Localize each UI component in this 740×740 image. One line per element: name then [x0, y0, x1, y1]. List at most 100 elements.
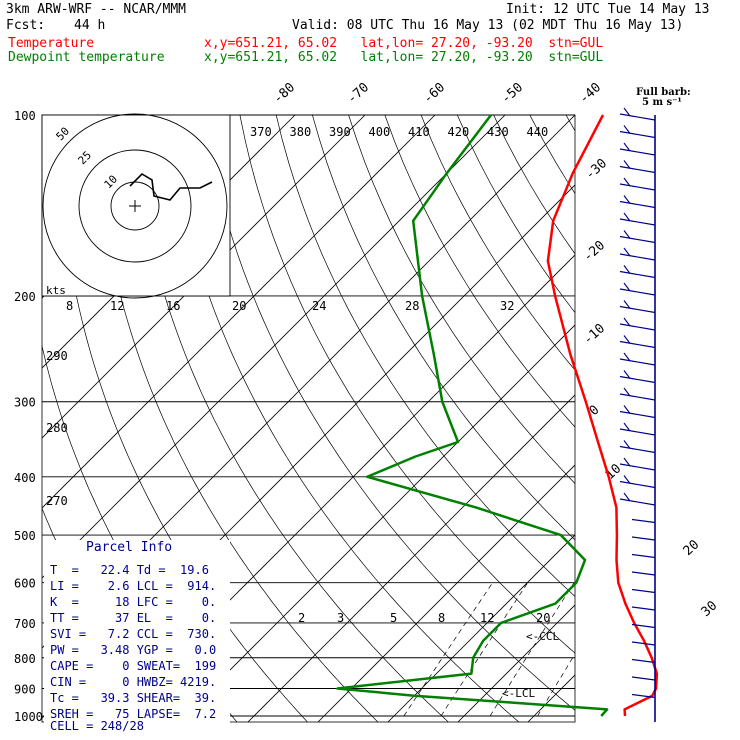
dewpoint-location: x,y=651.21, 65.02 lat,lon= 27.20, -93.20… — [204, 50, 604, 65]
dry-adiabat-line — [275, 115, 575, 597]
wind-barb — [623, 440, 631, 449]
dry-adiabat-line — [130, 115, 449, 722]
wind-barb — [623, 317, 631, 327]
wind-barb — [619, 218, 656, 226]
wind-barb — [619, 480, 656, 489]
dry-adiabat-line — [692, 88, 740, 729]
mixing-ratio-label: 12 — [480, 611, 494, 625]
wind-barb — [619, 253, 656, 261]
dry-adiabat-line — [167, 115, 520, 722]
isotherm-label: 30 — [699, 598, 721, 620]
theta-label: 430 — [487, 125, 509, 139]
hodograph-ring — [78, 149, 192, 263]
isotherm-label: -70 — [345, 80, 372, 107]
parcel-row: SVI = 7.2 CCL = 730. — [50, 627, 217, 641]
dry-adiabat-line — [312, 115, 575, 541]
mixing-ratio-label: 20 — [536, 611, 550, 625]
wind-barb — [619, 113, 656, 121]
isotherm-line — [591, 87, 740, 728]
isotherm-line — [247, 394, 575, 722]
wind-barb — [619, 165, 656, 174]
wind-barb — [623, 352, 631, 362]
mixing-ratio-line — [537, 653, 575, 717]
isotherm-line — [42, 115, 436, 509]
wind-barb — [619, 410, 656, 419]
mixing-ratio-label: 2 — [298, 611, 305, 625]
init-time: Init: 12 UTC Tue 14 May 13 — [506, 2, 710, 17]
theta-label: 390 — [329, 125, 351, 139]
valid-time: Valid: 08 UTC Thu 16 May 13 (02 MDT Thu … — [292, 18, 684, 33]
wind-barb — [623, 405, 631, 414]
parcel-row: PW = 3.48 YGP = 0.0 — [50, 643, 217, 657]
temperature-location: x,y=651.21, 65.02 lat,lon= 27.20, -93.20… — [204, 36, 604, 51]
wind-barb — [631, 588, 656, 594]
parcel-row: Tc = 39.3 SHEAR= 39. — [50, 691, 217, 705]
hodograph-trace — [129, 172, 213, 201]
isotherm-label: -80 — [271, 80, 298, 107]
theta-label: 420 — [448, 125, 470, 139]
parcel-row: T = 22.4 Td = 19.6 — [50, 563, 209, 577]
forecast-label: Fcst: — [6, 18, 46, 33]
dry-adiabat-line — [493, 115, 575, 255]
wind-barb — [619, 148, 656, 156]
mixing-ratio-label: 5 — [390, 611, 397, 625]
wind-barb — [631, 658, 656, 664]
wind-barb — [623, 370, 631, 379]
mixing-ratio-label: 3 — [337, 611, 344, 625]
wind-barb — [619, 463, 656, 471]
wind-barb — [619, 288, 656, 296]
wind-barb — [623, 160, 631, 169]
wind-barb — [631, 553, 656, 559]
parcel-row: TT = 37 EL = 0. — [50, 611, 217, 625]
pressure-label: 900 — [14, 682, 36, 696]
wind-barb — [623, 125, 631, 134]
mixing-ratio-line — [489, 582, 575, 717]
wind-barb — [631, 518, 656, 524]
wind-barb — [631, 623, 656, 629]
pressure-label: 600 — [14, 577, 36, 591]
pressure-label: 700 — [14, 617, 36, 631]
dry-adiabat-line — [727, 88, 740, 729]
dry-adiabat-line — [657, 88, 740, 729]
wind-barb — [619, 130, 656, 139]
isotherm-label: -20 — [581, 238, 608, 265]
isotherm-line — [387, 534, 575, 722]
pressure-label: 300 — [14, 396, 36, 410]
pressure-label: 800 — [14, 652, 36, 666]
barb-legend-title: Full barb: — [636, 87, 691, 98]
isotherm-label: -40 — [577, 80, 604, 107]
pressure-label: 200 — [14, 290, 36, 304]
isotherm-line — [457, 604, 575, 722]
wind-barb — [631, 641, 656, 646]
wind-barb — [623, 212, 631, 222]
theta-label: 370 — [250, 125, 272, 139]
temperature-legend: Temperature — [8, 36, 95, 51]
wind-speed-label: 24 — [312, 299, 326, 313]
isotherm-label: -50 — [499, 80, 526, 107]
pressure-label: 1000 — [14, 710, 43, 724]
wind-barb — [619, 375, 656, 384]
lcl-label: <-LCL — [502, 687, 535, 700]
wind-barb — [623, 492, 631, 502]
theta-label: 380 — [290, 125, 312, 139]
isotherm-line — [661, 87, 740, 728]
dry-adiabat-line — [203, 115, 575, 711]
wind-speed-label: 20 — [232, 299, 246, 313]
wind-barb — [619, 393, 656, 401]
pressure-label: 500 — [14, 529, 36, 543]
wind-barb — [623, 457, 631, 467]
dry-adiabat-line — [239, 115, 575, 654]
pressure-label: 100 — [14, 109, 36, 123]
wind-barb — [619, 183, 656, 191]
wind-barb — [623, 195, 631, 204]
dry-adiabat-line — [384, 115, 575, 428]
isotherm-label: -10 — [581, 321, 608, 348]
wind-speed-label: 8 — [66, 299, 73, 313]
wind-barb — [619, 305, 656, 314]
wind-speed-label: 28 — [405, 299, 419, 313]
isotherm-line — [42, 115, 366, 439]
wind-barb — [631, 536, 656, 541]
wind-barb — [623, 177, 631, 187]
isotherm-label: -30 — [583, 156, 610, 183]
